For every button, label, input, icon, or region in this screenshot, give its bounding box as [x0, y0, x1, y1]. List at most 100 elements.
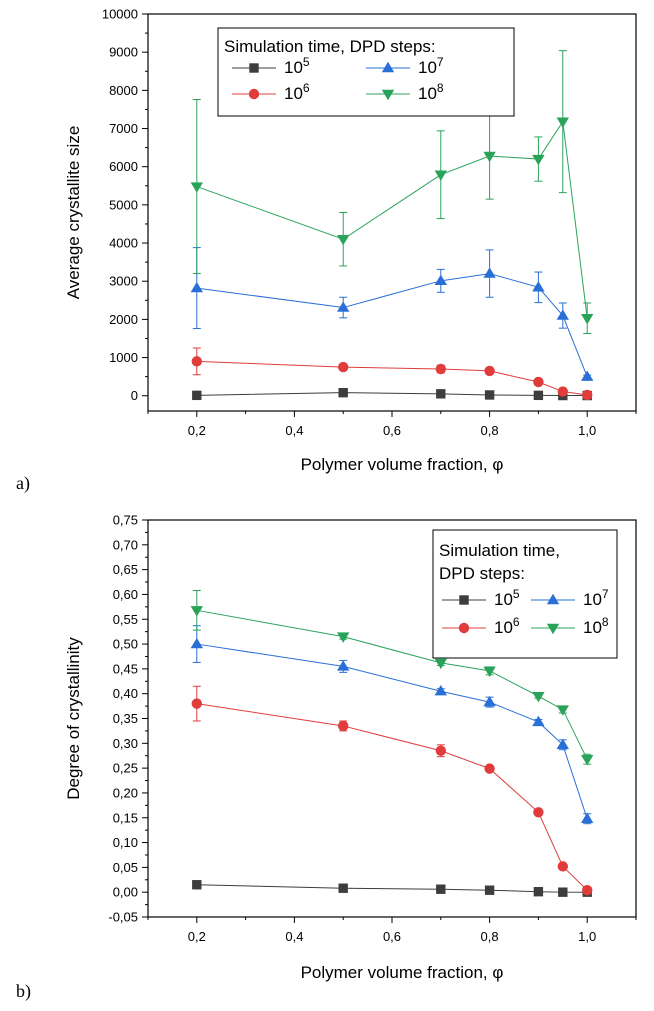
series-line — [196, 273, 588, 377]
data-point — [582, 885, 593, 896]
data-point — [435, 745, 446, 756]
legend-marker — [381, 61, 395, 73]
legend-label-exponent: 8 — [437, 81, 444, 95]
x-tick-label: 0,8 — [481, 929, 499, 944]
legend-label: 106 — [284, 81, 310, 103]
y-axis-label: Degree of crystallinity — [64, 637, 83, 800]
data-point — [190, 182, 203, 193]
y-tick-label: 0,10 — [113, 835, 138, 850]
y-tick-label: 7000 — [109, 121, 138, 136]
series-10e7 — [190, 247, 594, 381]
legend-label-base: 10 — [418, 84, 437, 103]
data-point — [434, 170, 447, 181]
series-line — [196, 360, 588, 396]
legend-marker — [249, 63, 259, 73]
legend-entry: 106 — [442, 615, 520, 637]
legend-marker — [381, 89, 395, 101]
y-tick-label: 0,45 — [113, 661, 138, 676]
series-line — [196, 884, 588, 893]
legend-entry: 107 — [531, 587, 609, 609]
data-point — [557, 861, 568, 872]
series-10e7 — [190, 625, 594, 825]
legend-entry: 106 — [232, 81, 310, 103]
data-point — [556, 309, 569, 320]
y-tick-label: 8000 — [109, 83, 138, 98]
legend-label-exponent: 5 — [303, 55, 310, 69]
legend-label: 107 — [418, 55, 444, 77]
legend-title: DPD steps: — [439, 564, 525, 583]
series-line — [196, 120, 588, 319]
data-point — [581, 754, 594, 766]
x-tick-label: 0,4 — [285, 929, 303, 944]
y-tick-label: 2000 — [109, 312, 138, 327]
data-point — [337, 235, 350, 246]
y-tick-label: 9000 — [109, 45, 138, 60]
legend-label-base: 10 — [494, 590, 513, 609]
series-10e6 — [191, 685, 593, 896]
data-point — [533, 886, 544, 897]
y-tick-label: 0,65 — [113, 562, 138, 577]
data-point — [434, 685, 447, 696]
data-point — [556, 738, 569, 750]
legend-entry: 105 — [232, 55, 310, 77]
y-tick-label: 5000 — [109, 197, 138, 212]
legend-title: Simulation time, — [439, 541, 560, 560]
data-point — [338, 361, 349, 373]
legend-box — [432, 529, 618, 659]
data-point — [436, 389, 446, 399]
data-point — [532, 154, 545, 166]
data-point — [191, 698, 202, 709]
y-tick-label: 0,55 — [113, 612, 138, 627]
series-10e8 — [190, 589, 594, 766]
data-point — [483, 151, 496, 163]
legend-label: 106 — [494, 615, 520, 637]
x-tick-label: 0,2 — [188, 929, 206, 944]
legend-marker — [458, 622, 470, 634]
data-point — [338, 387, 348, 398]
data-point — [337, 660, 350, 671]
data-point — [532, 691, 545, 703]
y-tick-label: 3000 — [109, 274, 138, 289]
legend-label-exponent: 8 — [602, 615, 609, 629]
chart-panel-b: -0,050,000,050,100,150,200,250,300,350,4… — [64, 513, 637, 982]
data-point — [557, 386, 568, 397]
y-tick-label: 0,25 — [113, 761, 138, 776]
legend-entry: 108 — [531, 615, 609, 637]
data-point — [581, 314, 594, 325]
legend-label-exponent: 6 — [513, 615, 520, 629]
data-point — [581, 370, 594, 381]
y-tick-label: 0,40 — [113, 686, 138, 701]
data-point — [483, 267, 496, 278]
data-point — [533, 807, 544, 818]
y-tick-label: 1000 — [109, 350, 138, 365]
legend-marker — [459, 595, 469, 605]
x-tick-label: 0,6 — [383, 423, 401, 438]
y-tick-label: 0,75 — [113, 513, 138, 528]
data-point — [337, 301, 350, 312]
legend-label-base: 10 — [284, 58, 303, 77]
data-point — [190, 281, 203, 293]
legend-label-exponent: 5 — [513, 587, 520, 601]
y-tick-label: 0,30 — [113, 736, 138, 751]
legend-marker — [546, 593, 560, 605]
data-point — [532, 715, 545, 727]
data-point — [338, 720, 349, 732]
data-point — [436, 884, 446, 894]
legend-marker — [546, 623, 560, 635]
data-point — [483, 695, 496, 707]
legend-label-base: 10 — [583, 590, 602, 609]
data-point — [192, 390, 202, 401]
data-point — [337, 632, 350, 643]
legend-box — [217, 27, 515, 117]
data-point — [484, 885, 495, 895]
y-tick-label: 0,20 — [113, 785, 138, 800]
y-axis-label: Average crystallite size — [64, 126, 83, 300]
data-point — [558, 887, 568, 897]
legend-entry: 108 — [366, 81, 444, 103]
legend-label: 108 — [418, 81, 444, 103]
legend-label-exponent: 6 — [303, 81, 310, 95]
legend-marker — [248, 88, 260, 100]
